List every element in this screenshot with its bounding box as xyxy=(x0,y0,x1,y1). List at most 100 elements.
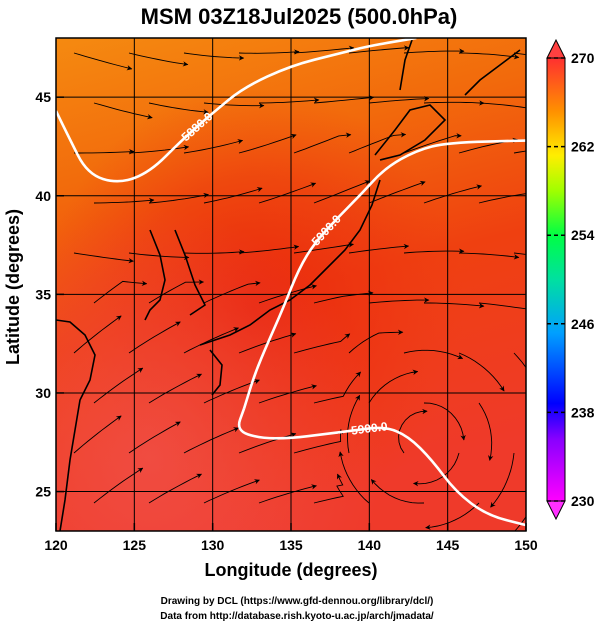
streamline xyxy=(423,100,485,106)
streamline xyxy=(368,369,419,404)
grid-lines xyxy=(56,38,526,531)
streamline xyxy=(514,515,526,531)
streamline xyxy=(313,473,344,504)
colorbar-tick-label: 254 xyxy=(571,227,595,243)
streamline xyxy=(293,333,351,354)
y-tick-label: 35 xyxy=(35,286,51,302)
streamline xyxy=(148,102,209,115)
x-tick-label: 140 xyxy=(358,537,382,553)
streamline xyxy=(348,45,410,54)
streamline xyxy=(478,102,526,109)
streamline xyxy=(183,249,245,255)
colorbar-tick-label: 246 xyxy=(571,316,595,332)
coastline-kurils xyxy=(464,49,521,96)
streamline xyxy=(258,384,317,404)
streamline xyxy=(183,52,245,61)
streamline xyxy=(148,373,202,404)
coastline-honshu xyxy=(199,179,381,346)
streamline xyxy=(478,302,526,310)
colorbar-max-triangle xyxy=(546,38,566,59)
streamline xyxy=(490,452,515,508)
streamline xyxy=(338,451,370,504)
streamline xyxy=(478,193,526,204)
streamline xyxy=(203,102,265,109)
streamline xyxy=(238,432,297,454)
streamline xyxy=(93,102,153,120)
y-tick-label: 45 xyxy=(35,89,51,105)
streamline xyxy=(293,132,352,154)
coastlines xyxy=(56,39,521,531)
streamline xyxy=(293,428,344,454)
y-tick-label: 30 xyxy=(35,385,51,401)
streamline xyxy=(183,427,239,454)
colorbar-tick-label: 262 xyxy=(571,139,595,155)
streamline xyxy=(128,52,189,67)
contour-label: 5900.0 xyxy=(350,419,388,438)
y-axis-label: Latitude (degrees) xyxy=(3,209,23,365)
coastline-sakhalin xyxy=(399,39,413,91)
y-tick-label: 25 xyxy=(35,484,51,500)
streamline xyxy=(347,394,361,454)
streamline xyxy=(368,96,430,104)
streamline xyxy=(238,133,297,154)
streamline xyxy=(478,402,494,461)
streamline xyxy=(513,352,526,369)
colorbar-tick-label: 270 xyxy=(571,50,595,66)
x-axis-label: Longitude (degrees) xyxy=(204,560,377,580)
streamline xyxy=(183,327,239,354)
streamline xyxy=(313,180,371,204)
coastline-kyushu xyxy=(209,349,223,396)
streamline xyxy=(398,408,428,454)
streamline xyxy=(403,133,462,154)
streamline xyxy=(423,402,466,441)
streamline xyxy=(458,252,520,260)
coastline-china xyxy=(56,319,96,531)
streamline xyxy=(183,139,244,154)
coastline-korea-west xyxy=(144,229,166,321)
credit-data: Data from http://database.rish.kyoto-u.a… xyxy=(160,611,434,622)
streamline xyxy=(148,279,205,304)
streamline xyxy=(348,243,410,254)
streamline xyxy=(423,184,483,204)
streamline xyxy=(128,321,181,354)
streamline xyxy=(412,452,460,487)
streamline xyxy=(258,97,320,104)
streamline xyxy=(370,479,425,504)
streamline xyxy=(93,280,148,304)
colorbar-tick-label: 230 xyxy=(571,493,595,509)
credit-drawing: Drawing by DCL (https://www.gfd-dennou.o… xyxy=(161,596,434,607)
streamline xyxy=(348,329,404,354)
chart-title: MSM 03Z18Jul2025 (500.0hPa) xyxy=(141,4,458,29)
streamline xyxy=(424,302,485,309)
streamline xyxy=(313,371,361,404)
streamline xyxy=(313,95,375,104)
colorbar-min-triangle xyxy=(546,500,566,521)
streamline xyxy=(403,48,465,54)
colorbar-ticks: 230 238 246 254 262 270 xyxy=(547,50,595,509)
streamline xyxy=(238,49,300,55)
streamline xyxy=(293,45,355,54)
colorbar: 230 238 246 254 262 270 xyxy=(546,38,595,521)
streamline xyxy=(534,403,541,462)
streamline xyxy=(368,180,426,204)
streamline xyxy=(348,132,407,154)
streamline xyxy=(73,315,122,354)
streamline xyxy=(203,187,263,204)
colorbar-tick-label: 238 xyxy=(571,404,595,420)
streamline xyxy=(458,352,505,392)
x-tick-label: 135 xyxy=(279,537,303,553)
streamline xyxy=(513,52,526,56)
streamline xyxy=(238,244,300,254)
streamline xyxy=(128,252,190,261)
x-tick-label: 130 xyxy=(201,537,225,553)
x-tick-label: 120 xyxy=(44,537,68,553)
streamline xyxy=(403,349,464,360)
streamline xyxy=(148,473,202,504)
streamline xyxy=(513,252,526,255)
contour-line xyxy=(237,408,526,527)
y-axis-ticks: 25 30 35 40 45 xyxy=(35,89,64,500)
streamline xyxy=(74,149,135,155)
streamline xyxy=(128,144,190,154)
